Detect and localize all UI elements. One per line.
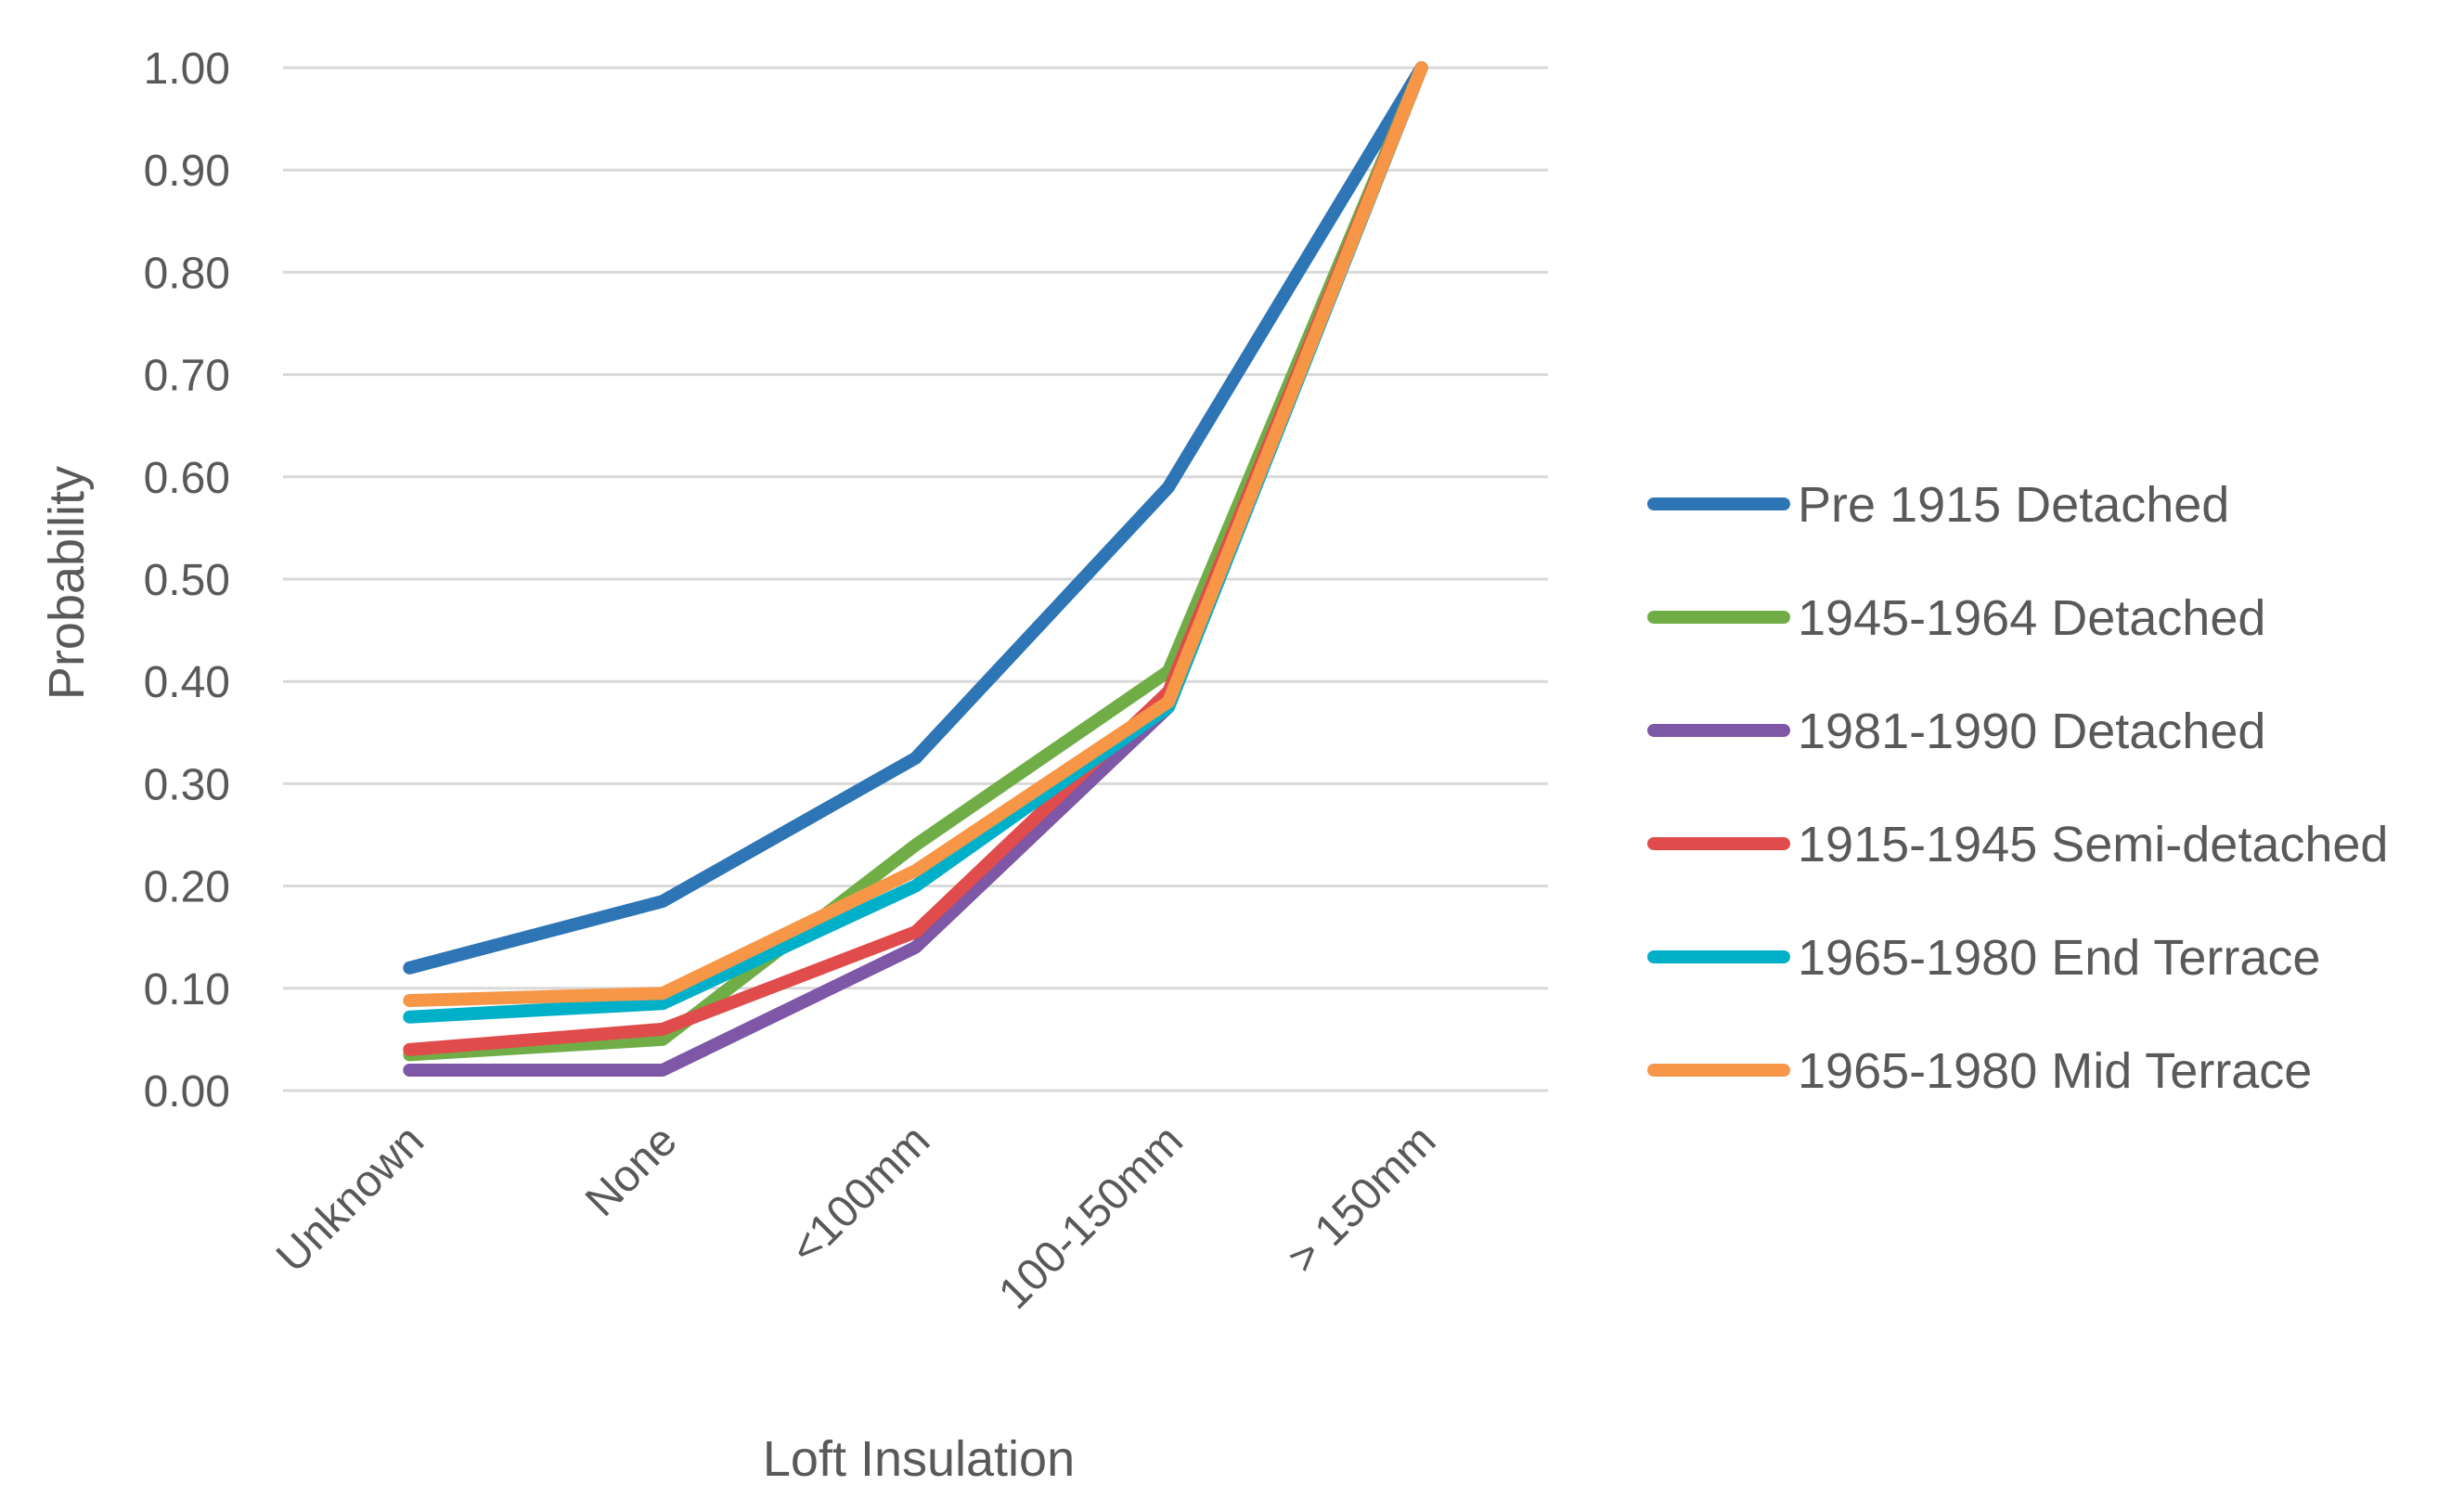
y-tick-label: 0.20: [144, 863, 230, 912]
legend-label: 1965-1980 End Terrace: [1798, 930, 2320, 986]
series-line: [403, 61, 1428, 975]
y-tick-label: 0.30: [144, 760, 230, 809]
y-tick-label: 0.90: [144, 147, 230, 196]
series-line: [403, 61, 1428, 1007]
y-tick-label: 0.40: [144, 658, 230, 707]
x-tick-label: 100-150mm: [989, 1116, 1193, 1319]
x-tick-label: <100mm: [781, 1116, 939, 1273]
legend-label: 1965-1980 Mid Terrace: [1798, 1043, 2312, 1099]
series-line: [403, 61, 1428, 1062]
legend: Pre 1915 Detached 1945-1964 Detached 1981-…: [1647, 477, 2388, 1099]
x-axis-ticks: Unknown None <100mm 100-150mm > 150mm: [267, 1116, 1445, 1319]
x-tick-label: > 150mm: [1279, 1116, 1446, 1283]
x-axis-title: Loft Insulation: [763, 1431, 1075, 1487]
series-line: [403, 61, 1428, 1056]
gridlines: [283, 66, 1548, 1092]
y-tick-label: 1.00: [144, 45, 230, 94]
legend-label: 1981-1990 Detached: [1798, 704, 2265, 759]
x-tick-label: Unknown: [267, 1116, 433, 1282]
legend-label: 1915-1945 Semi-detached: [1798, 817, 2388, 872]
legend-label: 1945-1964 Detached: [1798, 590, 2265, 646]
y-tick-label: 0.80: [144, 249, 230, 298]
series-lines: [403, 61, 1428, 1077]
y-tick-label: 0.70: [144, 352, 230, 401]
y-tick-label: 0.00: [144, 1067, 230, 1117]
y-tick-label: 0.50: [144, 556, 230, 605]
x-tick-label: None: [576, 1116, 687, 1226]
y-axis-ticks: 0.00 0.10 0.20 0.30 0.40 0.50 0.60 0.70 0.80 0.90…: [144, 45, 230, 1117]
y-tick-label: 0.60: [144, 454, 230, 503]
legend-label: Pre 1915 Detached: [1798, 477, 2229, 533]
y-tick-label: 0.10: [144, 965, 230, 1014]
series-line: [403, 61, 1428, 1077]
y-axis-title: Probability: [39, 466, 95, 700]
